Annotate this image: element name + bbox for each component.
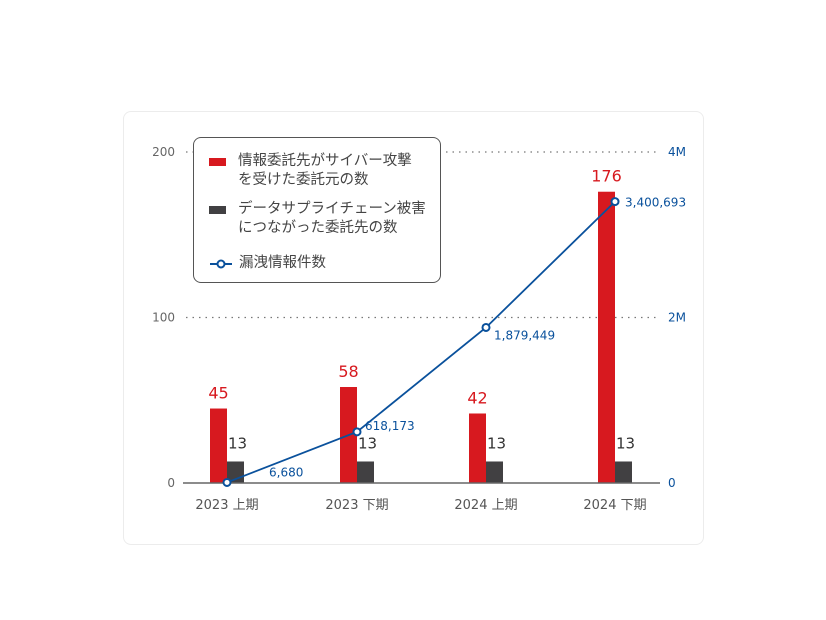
bar-gray	[615, 461, 632, 483]
x-tick-label: 2023 上期	[195, 498, 258, 513]
bar-red	[210, 408, 227, 483]
line-series	[226, 200, 616, 484]
line-point	[610, 197, 620, 207]
legend-swatch-red	[209, 158, 226, 166]
bar-gray-label: 13	[358, 434, 377, 452]
legend-swatch-gray	[209, 206, 226, 214]
line-point	[352, 427, 362, 437]
legend-label: データサプライチェーン被害 につながった委託先の数	[238, 201, 426, 236]
line-point-label: 618,173	[365, 419, 415, 433]
right-tick-label: 2M	[668, 311, 686, 325]
x-tick-label: 2024 上期	[454, 498, 517, 513]
bar-gray	[486, 461, 503, 483]
line-point-label: 6,680	[269, 465, 303, 479]
bar-red-label: 176	[591, 167, 622, 186]
legend: 情報委託先がサイバー攻撃 を受けた委託元の数 データサプライチェーン被害 につな…	[193, 137, 441, 283]
line-point-label: 1,879,449	[494, 328, 555, 342]
x-tick-label: 2023 下期	[325, 498, 388, 513]
legend-label: 情報委託先がサイバー攻撃 を受けた委託元の数	[238, 153, 412, 188]
bar-gray-label: 13	[616, 434, 635, 452]
legend-line-marker-icon	[210, 259, 232, 269]
right-tick-label: 4M	[668, 145, 686, 159]
legend-item-supplychain: データサプライチェーン被害 につながった委託先の数	[209, 200, 426, 238]
x-tick-label: 2024 下期	[583, 498, 646, 513]
bar-gray-label: 13	[487, 434, 506, 452]
legend-label: 漏洩情報件数	[239, 255, 326, 271]
left-tick-label: 200	[152, 145, 175, 159]
legend-item-leaks: 漏洩情報件数	[209, 254, 326, 273]
bar-red	[469, 413, 486, 483]
legend-item-attacked: 情報委託先がサイバー攻撃 を受けた委託元の数	[209, 152, 412, 190]
bar-red-label: 58	[338, 362, 358, 381]
left-tick-label: 0	[167, 476, 175, 490]
bar-red-label: 42	[467, 388, 487, 407]
bar-red	[598, 191, 615, 483]
line-point	[222, 477, 232, 487]
bar-gray-label: 13	[228, 434, 247, 452]
line-point	[481, 322, 491, 332]
right-tick-label: 0	[668, 476, 676, 490]
line-point-label: 3,400,693	[625, 196, 686, 210]
bar-red-label: 45	[208, 384, 228, 403]
left-tick-label: 100	[152, 311, 175, 325]
bar-gray	[357, 461, 374, 483]
